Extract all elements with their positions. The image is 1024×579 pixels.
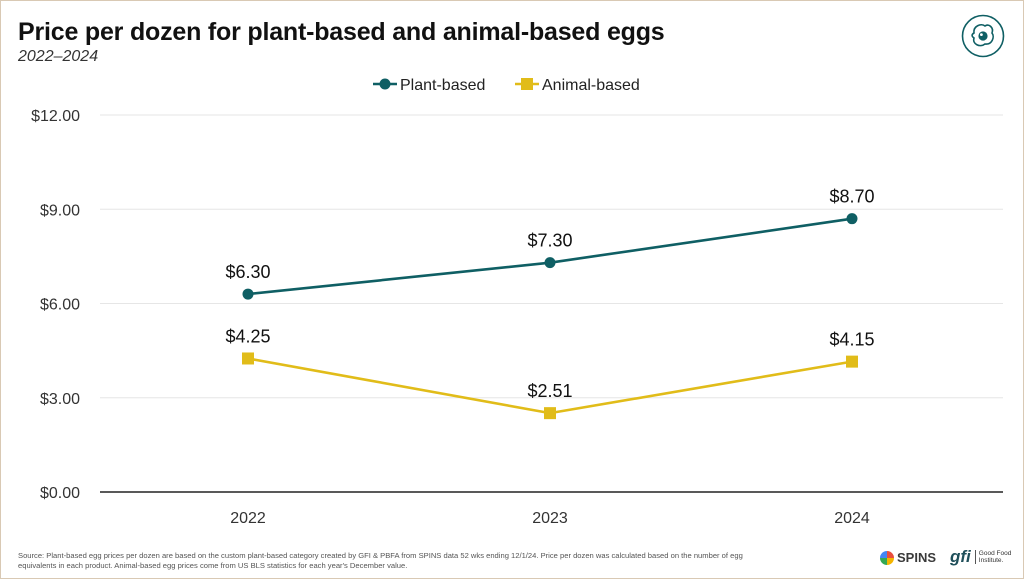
y-tick-label: $9.00 [40,202,80,219]
x-tick-label: 2022 [230,510,266,527]
data-point-animal-based [846,355,858,368]
chart-subtitle: 2022–2024 [18,48,99,65]
y-tick-label: $12.00 [31,108,80,125]
data-point-plant-based [242,288,254,300]
data-point-plant-based [846,213,858,225]
legend-marker-animal-based [521,78,533,90]
data-point-animal-based [242,352,254,365]
spins-logo-icon [880,550,894,565]
egg-icon [961,14,1005,58]
legend-label: Plant-based [400,77,485,94]
chart-title: Price per dozen for plant-based and anim… [18,18,665,46]
legend-marker-plant-based [379,78,391,90]
spins-label: SPINS [897,550,937,565]
x-tick-label: 2023 [532,510,568,527]
data-label: $4.25 [225,326,270,346]
gfi-line-2: Institute. [978,557,1004,564]
gfi-text: Good Food Institute. [974,550,1012,564]
data-label: $8.70 [829,187,874,207]
source-line-1: Source: Plant-based egg prices per dozen… [18,551,743,560]
data-point-plant-based [544,257,556,269]
legend-label: Animal-based [542,77,640,94]
y-tick-label: $3.00 [40,391,80,408]
x-tick-label: 2024 [834,510,870,527]
gfi-line-1: Good Food [978,550,1012,557]
y-tick-label: $6.00 [40,297,80,314]
y-tick-label: $0.00 [40,485,80,502]
data-label: $6.30 [225,262,270,282]
data-label: $7.30 [527,231,572,251]
data-label: $4.15 [829,330,874,350]
data-label: $2.51 [527,381,572,401]
gfi-logo: gfi Good Food Institute. [950,547,1011,567]
source-note: Source: Plant-based egg prices per dozen… [18,551,778,570]
spins-logo: SPINS [880,550,936,565]
source-line-2: equivalents in each product. Animal-base… [18,560,408,570]
gfi-mark: gfi [950,547,971,566]
data-point-animal-based [544,407,556,420]
